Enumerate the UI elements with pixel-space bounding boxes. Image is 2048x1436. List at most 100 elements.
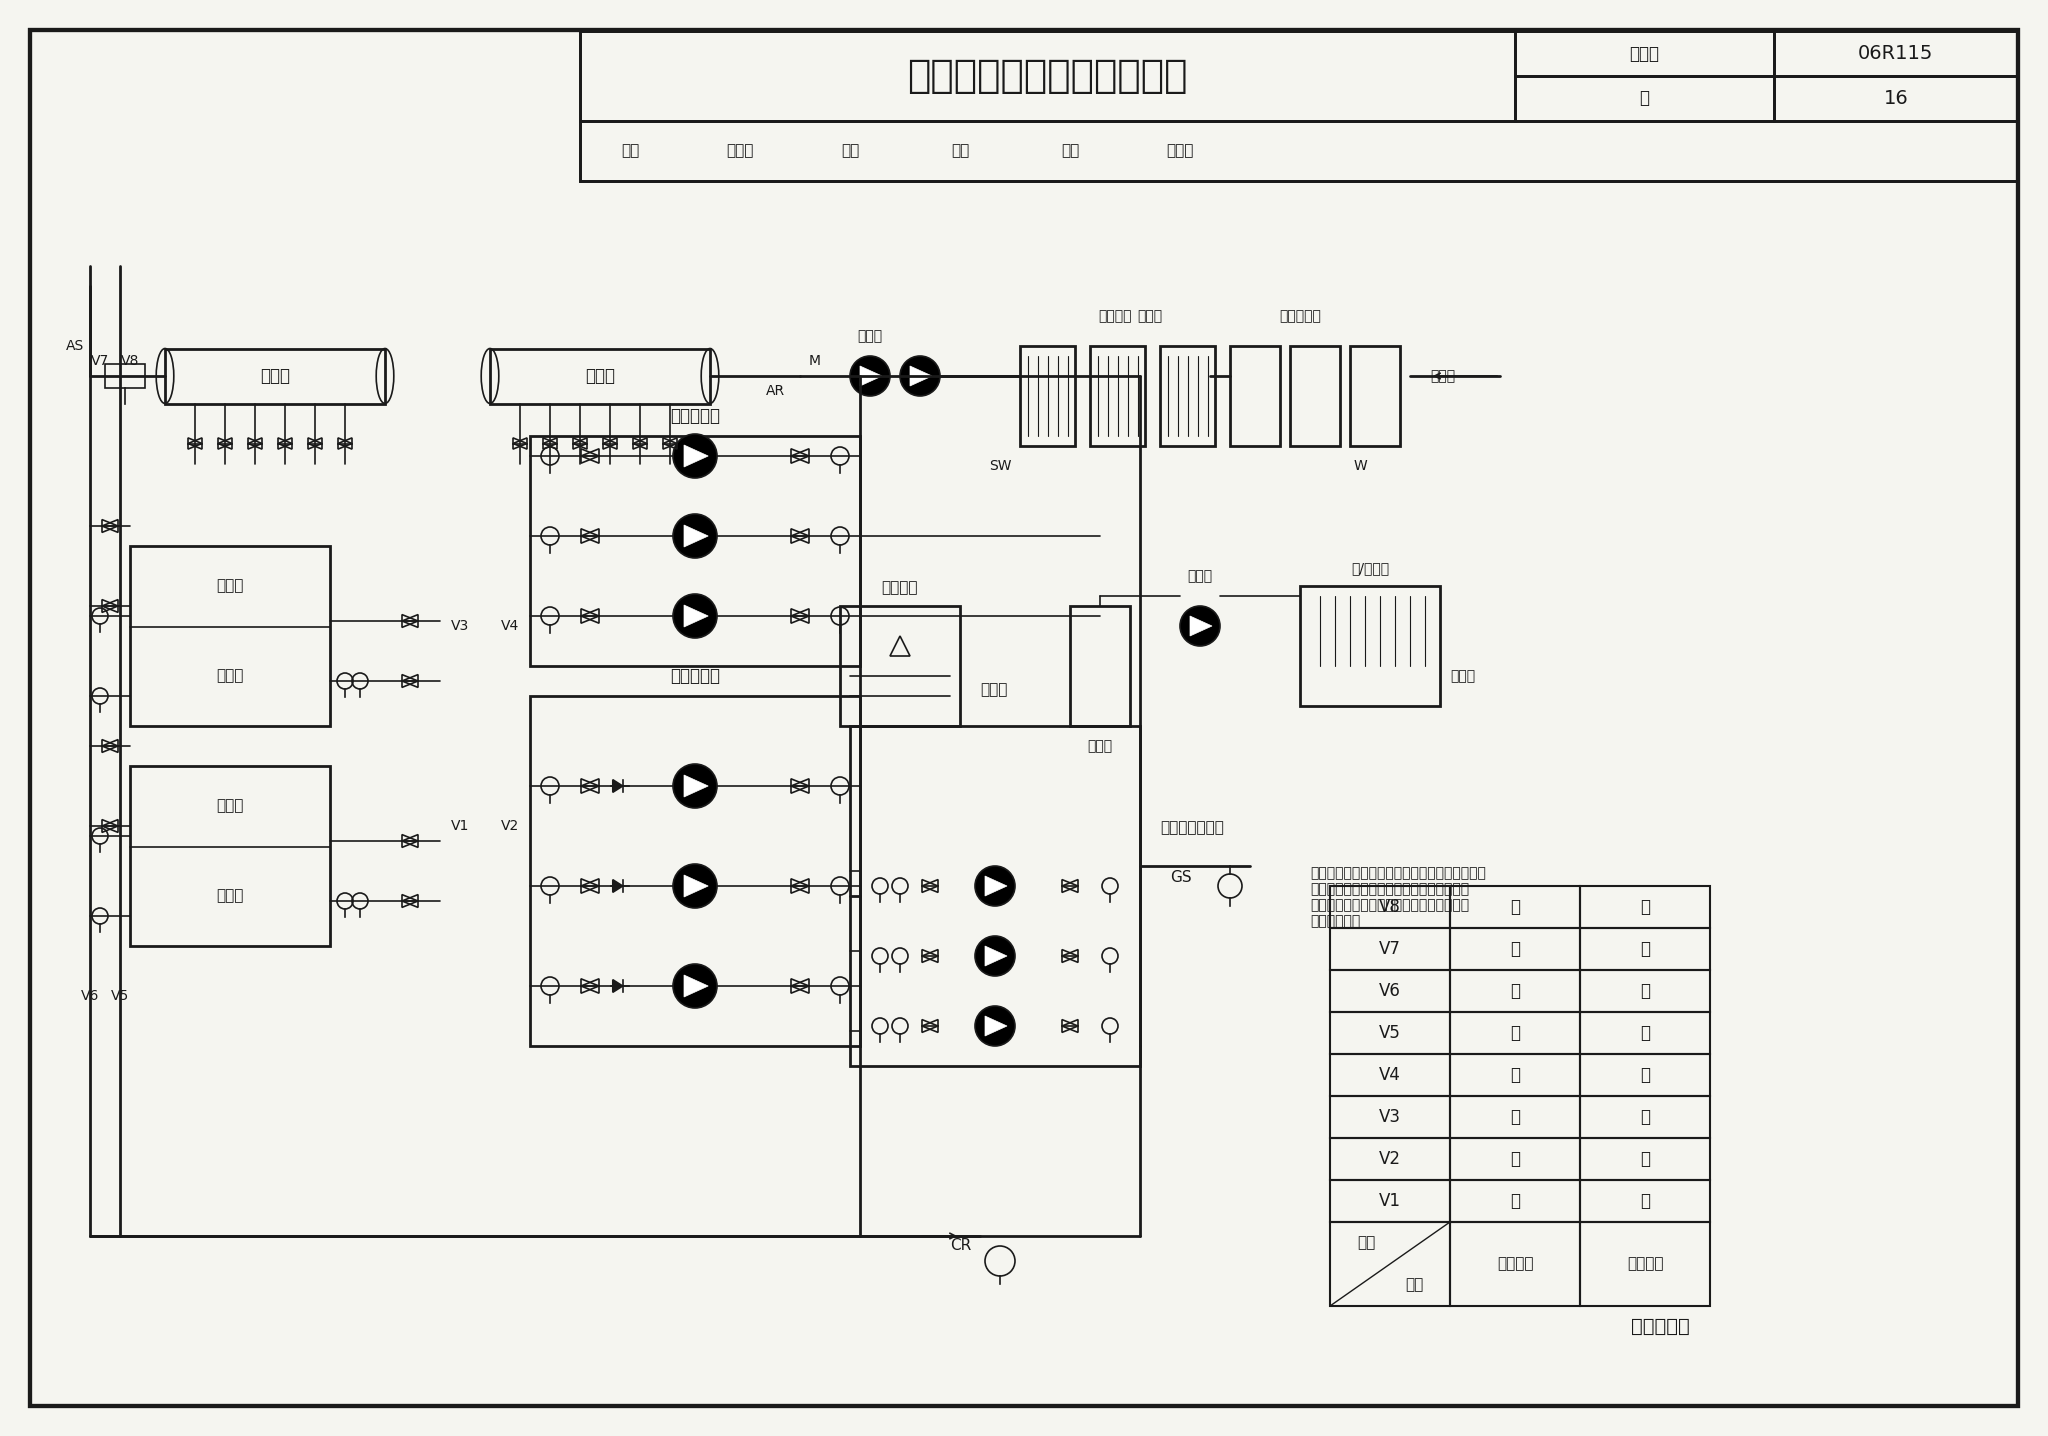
Bar xyxy=(1069,606,1130,727)
Polygon shape xyxy=(985,946,1008,966)
Text: 膨胀水箱: 膨胀水箱 xyxy=(883,580,918,596)
Text: 自来水: 自来水 xyxy=(1430,369,1456,383)
Text: 夏季供冷: 夏季供冷 xyxy=(1497,1256,1534,1271)
Text: V3: V3 xyxy=(1378,1109,1401,1126)
Bar xyxy=(1020,346,1075,447)
Bar xyxy=(1774,76,2017,121)
Text: 集水器: 集水器 xyxy=(586,368,614,385)
Polygon shape xyxy=(612,880,623,892)
Bar xyxy=(1579,969,1710,1012)
Polygon shape xyxy=(612,780,623,793)
Bar xyxy=(1329,928,1450,969)
Text: 关: 关 xyxy=(1509,982,1520,999)
Bar xyxy=(1579,1222,1710,1305)
Text: 开: 开 xyxy=(1640,898,1651,916)
Bar xyxy=(104,363,145,388)
Bar xyxy=(1516,32,1774,76)
Text: 地源侧闭式热泵系统原理图: 地源侧闭式热泵系统原理图 xyxy=(907,57,1188,95)
Polygon shape xyxy=(909,366,932,386)
Bar xyxy=(1350,346,1401,447)
Polygon shape xyxy=(684,975,709,997)
Text: AR: AR xyxy=(766,383,784,398)
Circle shape xyxy=(975,936,1016,976)
Bar xyxy=(1450,1096,1579,1137)
Text: GS: GS xyxy=(1169,870,1192,886)
Text: 设计: 设计 xyxy=(1061,144,1079,158)
Text: 校对: 校对 xyxy=(842,144,858,158)
Bar xyxy=(1579,1137,1710,1180)
Bar xyxy=(1450,1054,1579,1096)
Text: 审核: 审核 xyxy=(621,144,639,158)
Text: 开: 开 xyxy=(1509,1192,1520,1211)
Text: 冬季供热: 冬季供热 xyxy=(1626,1256,1663,1271)
Bar xyxy=(1329,1180,1450,1222)
Text: V8: V8 xyxy=(1378,898,1401,916)
Text: V7: V7 xyxy=(1378,941,1401,958)
Circle shape xyxy=(1180,606,1221,646)
Text: V1: V1 xyxy=(1378,1192,1401,1211)
Polygon shape xyxy=(860,366,883,386)
Circle shape xyxy=(674,764,717,808)
Text: 开: 开 xyxy=(1509,1109,1520,1126)
Bar xyxy=(1579,886,1710,928)
Polygon shape xyxy=(684,605,709,628)
Polygon shape xyxy=(684,445,709,467)
Text: V6: V6 xyxy=(1378,982,1401,999)
Bar xyxy=(1329,1054,1450,1096)
Text: 页: 页 xyxy=(1638,89,1649,108)
Circle shape xyxy=(850,356,891,396)
Circle shape xyxy=(975,866,1016,906)
Bar xyxy=(580,32,2017,181)
Text: 软化水装置: 软化水装置 xyxy=(1280,309,1321,323)
Text: 软化水箱: 软化水箱 xyxy=(1098,309,1133,323)
Bar xyxy=(1579,1012,1710,1054)
Text: 蒸发器: 蒸发器 xyxy=(217,887,244,903)
Bar xyxy=(580,121,2017,181)
Bar xyxy=(1329,1096,1450,1137)
Text: 开: 开 xyxy=(1509,941,1520,958)
Text: 至供水: 至供水 xyxy=(981,682,1008,698)
Bar xyxy=(1450,1137,1579,1180)
Circle shape xyxy=(674,595,717,638)
Text: 开: 开 xyxy=(1640,1150,1651,1167)
Text: V3: V3 xyxy=(451,619,469,633)
Bar xyxy=(129,546,330,727)
Bar xyxy=(850,727,1141,1066)
Circle shape xyxy=(899,356,940,396)
Text: M: M xyxy=(809,355,821,368)
Text: 岳玉亮: 岳玉亮 xyxy=(1165,144,1194,158)
Circle shape xyxy=(674,434,717,478)
Text: W: W xyxy=(1354,460,1366,472)
Bar xyxy=(1159,346,1214,447)
Text: 至精水: 至精水 xyxy=(1137,309,1163,323)
Text: 关: 关 xyxy=(1640,1192,1651,1211)
Bar xyxy=(580,32,1516,121)
Text: V2: V2 xyxy=(502,819,518,833)
Text: 补水泵: 补水泵 xyxy=(858,329,883,343)
Text: 接封闭式换热器: 接封闭式换热器 xyxy=(1159,820,1225,836)
Text: V6: V6 xyxy=(80,989,98,1002)
Text: 阀门: 阀门 xyxy=(1358,1235,1374,1251)
Text: 开: 开 xyxy=(1640,1066,1651,1084)
Text: V2: V2 xyxy=(1378,1150,1401,1167)
Text: 关: 关 xyxy=(1640,1024,1651,1043)
Bar xyxy=(1579,1054,1710,1096)
Text: 关: 关 xyxy=(1640,941,1651,958)
Polygon shape xyxy=(612,979,623,992)
Text: 地源循环泵: 地源循环泵 xyxy=(670,666,721,685)
Text: 开: 开 xyxy=(1640,982,1651,999)
Bar xyxy=(1231,346,1280,447)
Bar xyxy=(1300,586,1440,707)
Bar xyxy=(166,349,385,404)
Text: 工况: 工况 xyxy=(1405,1278,1423,1292)
Bar xyxy=(1450,1012,1579,1054)
Bar xyxy=(1090,346,1145,447)
Polygon shape xyxy=(1190,616,1212,636)
Bar xyxy=(1329,886,1450,928)
Text: V8: V8 xyxy=(121,355,139,368)
Polygon shape xyxy=(985,876,1008,896)
Bar xyxy=(840,606,961,727)
Text: 阀门切换表: 阀门切换表 xyxy=(1630,1317,1690,1335)
Bar xyxy=(1579,1180,1710,1222)
Bar xyxy=(1329,1012,1450,1054)
